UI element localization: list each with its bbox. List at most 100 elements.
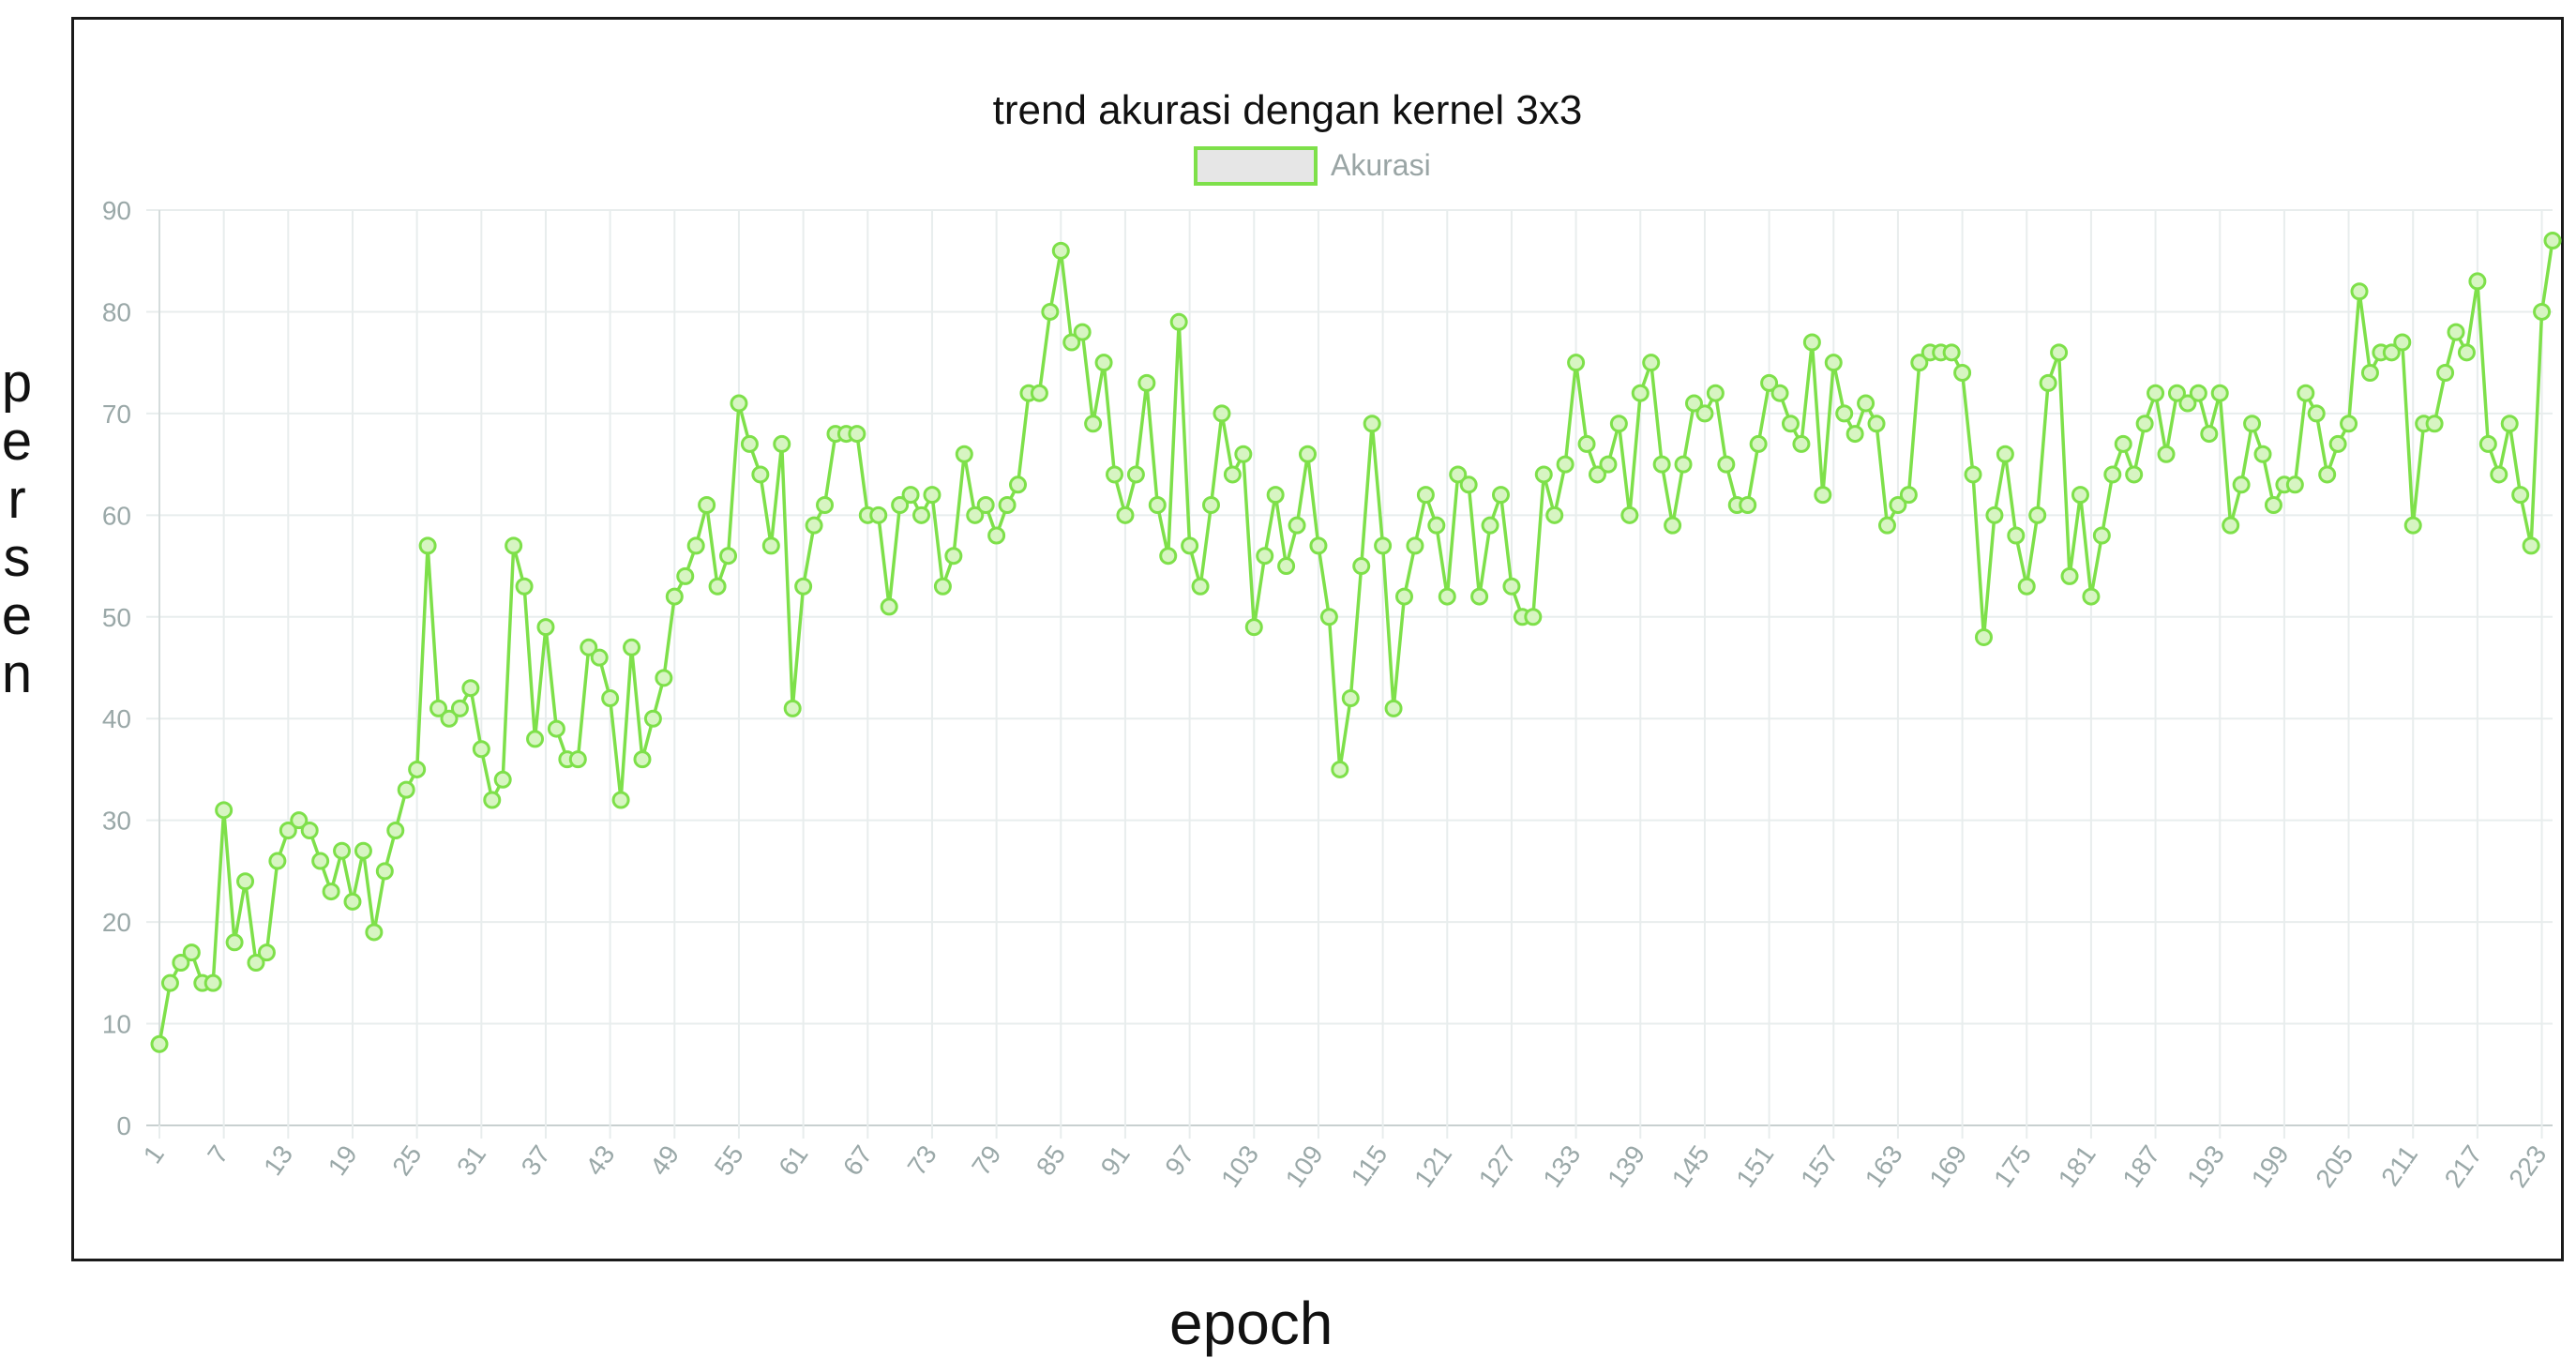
data-point [215,801,233,820]
data-point [322,883,340,901]
data-point [2060,566,2079,585]
data-point [1953,364,1972,383]
data-point [2103,465,2122,484]
data-point [848,425,866,444]
data-point [590,648,609,667]
data-point [643,709,662,728]
data-point [730,394,748,413]
data-point [1996,445,2014,463]
legend-swatch [1194,146,1318,186]
data-point [944,547,963,566]
data-point [2071,486,2089,505]
x-tick-label: 121 [1409,1140,1457,1193]
data-point [1974,627,1993,646]
y-tick-label: 90 [102,196,131,225]
data-point [160,973,179,992]
y-axis-label-letter: p [1,353,33,414]
y-tick-label: 40 [102,704,131,733]
y-tick-label: 60 [102,501,131,530]
data-point [1545,505,1564,524]
data-point [1985,505,2004,524]
data-point [1384,699,1403,717]
data-point [783,699,802,717]
data-point [1717,455,1736,474]
data-point [816,495,835,514]
x-tick-label: 79 [966,1140,1006,1181]
data-point [236,872,255,891]
data-point [1234,445,1253,463]
data-point [1244,618,1263,637]
data-point [1009,475,1028,494]
data-point [2092,526,2111,545]
x-tick-label: 127 [1473,1140,1522,1193]
data-point [751,465,770,484]
data-point [2393,333,2412,352]
data-point [2039,373,2057,392]
grid-lines [146,209,2553,1139]
data-point [1824,354,1843,372]
x-tick-label: 7 [202,1140,233,1169]
data-point [375,862,394,881]
data-point [2543,232,2562,250]
data-point [1684,394,1703,413]
data-point [2178,394,2197,413]
x-tick-label: 223 [2503,1140,2552,1193]
data-point [2050,343,2069,362]
data-point [2167,384,2186,402]
data-point [268,852,287,870]
data-point [2253,445,2272,463]
data-point [1202,495,1221,514]
data-point [1781,415,1800,433]
data-point [2232,475,2251,494]
data-point [2350,282,2369,301]
data-point [1223,465,1242,484]
y-axis-label-letter: n [1,643,33,704]
data-point [2007,526,2026,545]
data-point [2200,425,2219,444]
x-tick-label: 211 [2375,1140,2423,1191]
y-tick-label: 30 [102,807,131,836]
x-tick-label: 13 [258,1140,298,1181]
data-point [440,709,459,728]
data-point [1899,486,1918,505]
data-point [1256,547,1274,566]
x-tick-label: 163 [1860,1140,1908,1193]
data-point [2017,577,2036,596]
y-tick-label: 70 [102,400,131,429]
data-point [1567,354,1586,372]
data-point [1416,486,1435,505]
data-point [1502,577,1521,596]
x-tick-label: 139 [1602,1140,1650,1193]
data-point [611,791,630,809]
data-point [290,811,309,830]
data-point [1449,465,1468,484]
data-point [1481,516,1499,535]
x-tick-label: 187 [2117,1140,2165,1193]
data-point [1857,394,1876,413]
data-point [1094,354,1113,372]
data-point [1213,404,1231,423]
x-tick-label: 217 [2439,1140,2488,1193]
data-point [1288,516,1306,535]
data-point [665,587,684,606]
data-point [547,719,565,738]
data-point [1299,445,1318,463]
data-point [2189,384,2207,402]
data-point [150,1034,169,1053]
data-point [1062,333,1081,352]
data-point [923,486,942,505]
data-point [2285,475,2304,494]
data-point [1664,516,1682,535]
data-point [1470,587,1489,606]
data-point [966,505,985,524]
data-point [2447,323,2465,341]
data-point [1309,536,1328,555]
data-point [2490,465,2508,484]
x-tick-label: 169 [1923,1140,1972,1193]
data-point [1126,465,1145,484]
data-point [1792,434,1811,453]
series-akurasi [150,232,2562,1053]
data-point [794,577,813,596]
data-point [955,445,973,463]
